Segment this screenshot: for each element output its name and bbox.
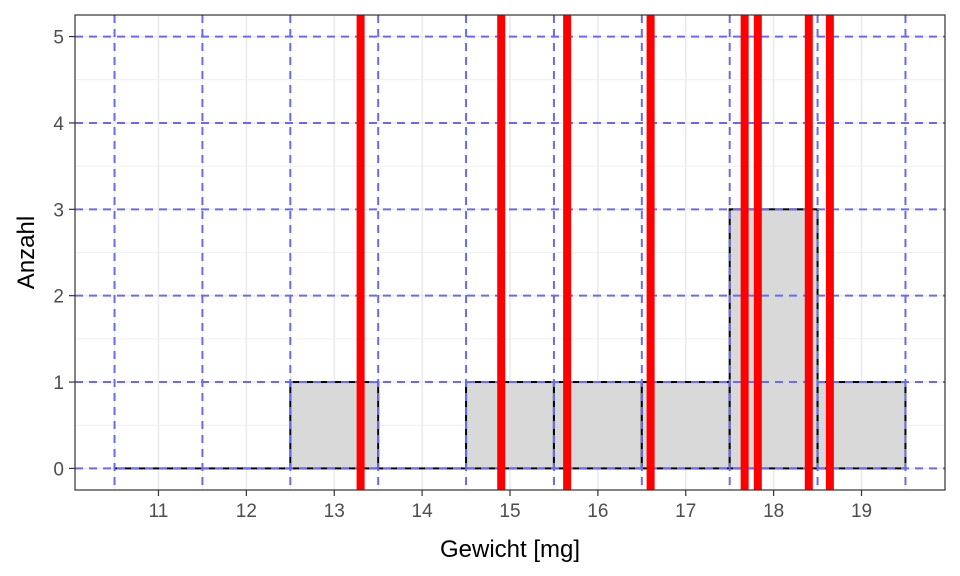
x-tick-label: 14 — [412, 501, 434, 522]
x-axis-title: Gewicht [mg] — [440, 536, 580, 563]
histogram-bar — [640, 381, 731, 470]
y-tick-label: 5 — [53, 28, 64, 49]
y-tick-label: 0 — [53, 459, 64, 480]
y-tick-label: 3 — [53, 200, 64, 221]
reference-lines — [75, 15, 945, 490]
x-tick-label: 16 — [587, 501, 608, 522]
y-tick-label: 4 — [53, 114, 64, 135]
histogram-bar — [289, 381, 380, 470]
y-tick-label: 2 — [53, 287, 64, 308]
x-tick-label: 19 — [851, 501, 872, 522]
y-tick-label: 1 — [53, 373, 64, 394]
x-tick-label: 11 — [149, 501, 169, 522]
histogram-bar — [465, 381, 555, 470]
x-axis: 11 12 13 14 15 16 17 18 19 — [149, 490, 872, 522]
y-axis: 0 1 2 3 4 5 — [53, 28, 75, 480]
x-tick-label: 12 — [236, 501, 257, 522]
x-tick-label: 13 — [324, 501, 345, 522]
data-point-lines — [356, 15, 834, 490]
y-axis-title: Anzahl — [13, 216, 40, 289]
x-tick-label: 15 — [499, 501, 520, 522]
x-tick-label: 17 — [675, 501, 696, 522]
x-tick-label: 18 — [763, 501, 784, 522]
